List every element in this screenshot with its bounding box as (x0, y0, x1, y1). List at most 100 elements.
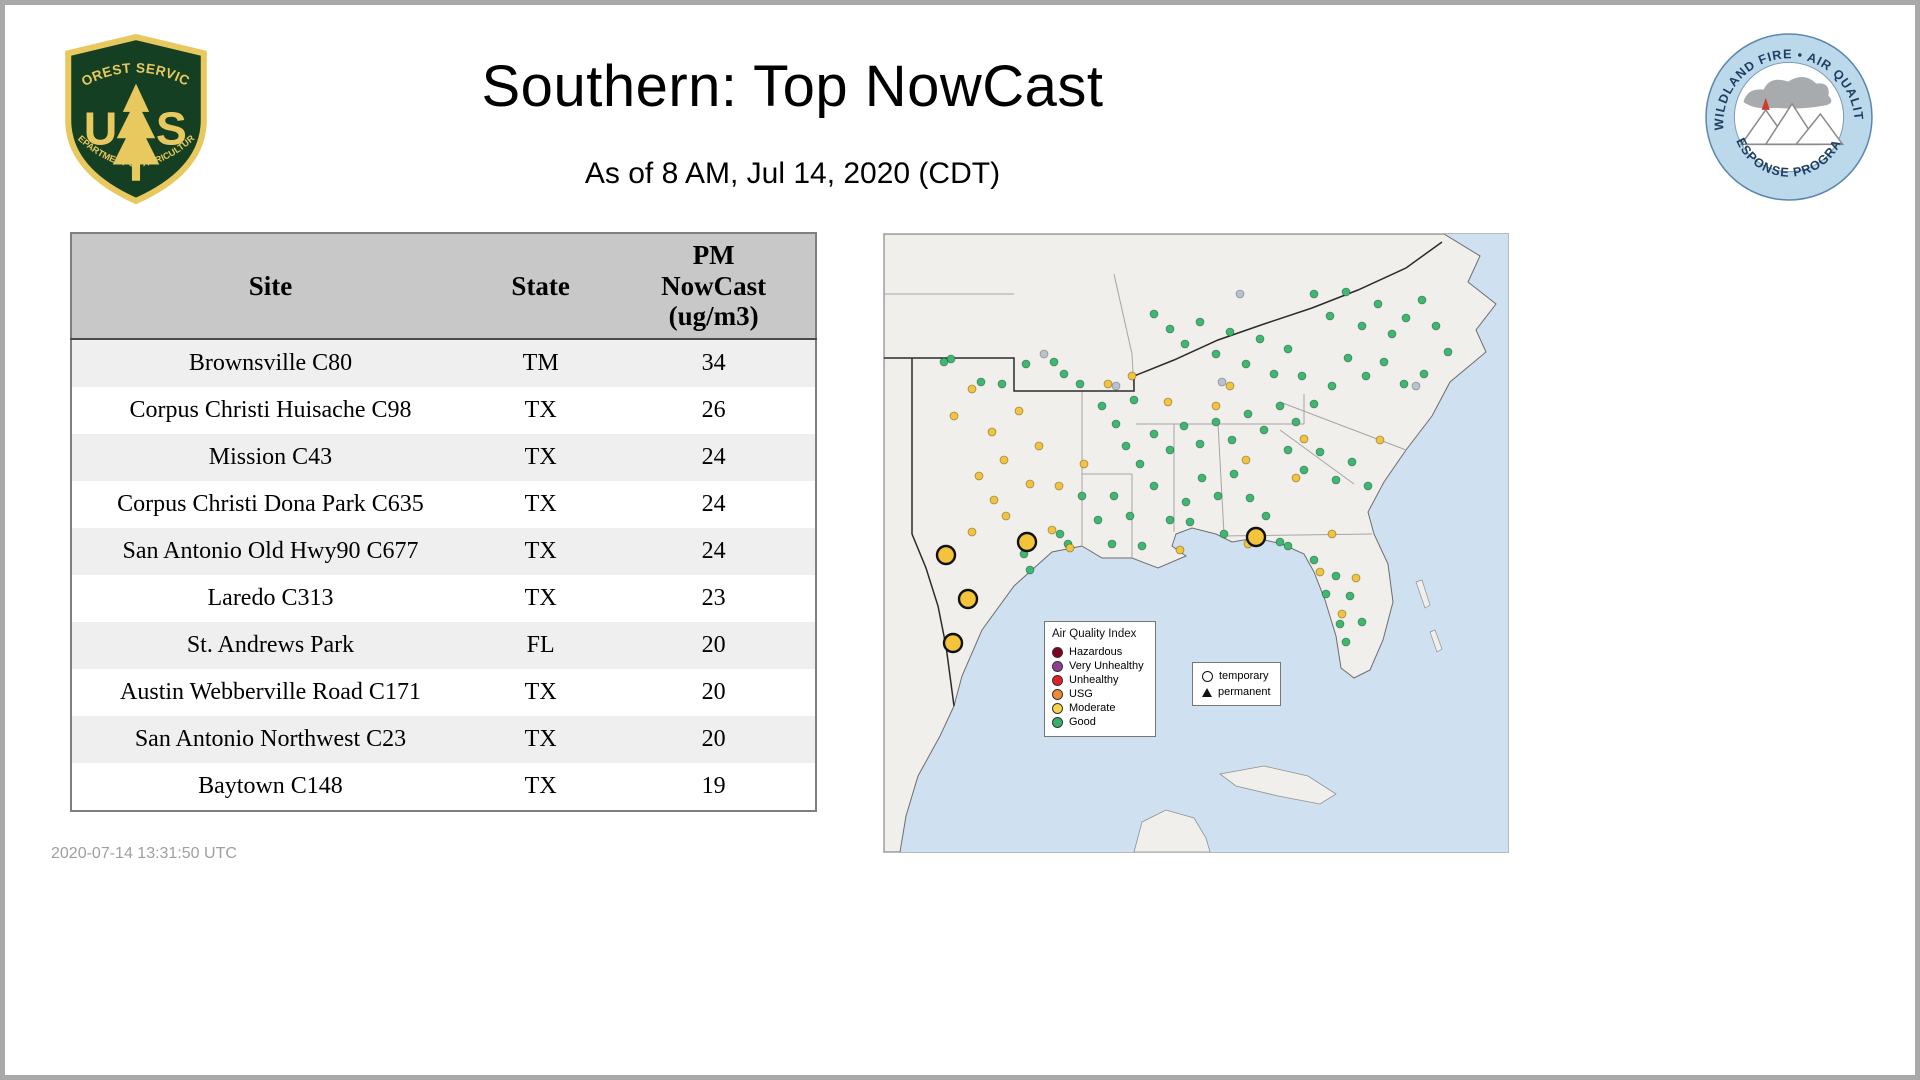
aqi-label: Hazardous (1069, 646, 1123, 658)
value-cell: 26 (701, 397, 726, 423)
monitor-dot-good (1335, 619, 1345, 629)
monitor-dot-moderate (967, 527, 977, 537)
monitor-dot-good (1363, 481, 1373, 491)
table-row: Brownsville C80 TM 34 (71, 339, 816, 387)
monitor-dot-good (1111, 419, 1121, 429)
monitor-dot-nodata (1411, 381, 1421, 391)
air-quality-map: Air Quality Index Hazardous Very Unhealth… (883, 233, 1509, 853)
monitor-dot-good (1149, 481, 1159, 491)
monitor-dot-moderate (1014, 406, 1024, 416)
aqi-legend-item: Unhealthy (1052, 673, 1148, 687)
state-cell: TX (524, 585, 557, 611)
aqi-label: Unhealthy (1069, 674, 1119, 686)
monitor-dot-good (1213, 491, 1223, 501)
monitor-dot-good (1347, 457, 1357, 467)
state-cell: TX (524, 773, 557, 799)
state-cell: TX (524, 397, 557, 423)
monitor-dot-good (1049, 357, 1059, 367)
aqi-label: Moderate (1069, 702, 1116, 714)
monitor-dot-nodata (1217, 377, 1227, 387)
monitor-dot-moderate (1337, 609, 1347, 619)
monitor-dot-good (1149, 309, 1159, 319)
monitor-dot-good (1225, 327, 1235, 337)
monitor-dot-good (1179, 421, 1189, 431)
monitor-dot-good (1379, 357, 1389, 367)
monitor-dot-good (1055, 529, 1065, 539)
monitor-dot-good (1419, 369, 1429, 379)
site-cell: Corpus Christi Huisache C98 (129, 397, 412, 423)
temporary-monitor-dot (942, 632, 964, 654)
table-row: Corpus Christi Dona Park C635 TX 24 (71, 481, 816, 528)
monitor-dot-moderate (1351, 573, 1361, 583)
aqi-legend: Air Quality Index Hazardous Very Unhealth… (1044, 621, 1156, 737)
monitor-dot-good (1195, 439, 1205, 449)
monitor-dot-moderate (1211, 401, 1221, 411)
usfs-monogram-s: S (156, 102, 187, 154)
monitor-dot-good (1255, 334, 1265, 344)
aqi-legend-item: Moderate (1052, 701, 1148, 715)
nowcast-table-container: Site State PM NowCast (ug/m3) Brownsvill… (70, 232, 817, 812)
monitor-dot-good (1181, 497, 1191, 507)
monitor-dot-good (976, 377, 986, 387)
monitor-dot-moderate (1079, 459, 1089, 469)
table-row: Baytown C148 TX 19 (71, 763, 816, 811)
usfs-logo: FOREST SERVICE U S DEPARTMENT OF AGRICUL… (55, 21, 212, 205)
monitor-dot-good (1097, 401, 1107, 411)
monitor-dot-good (1325, 311, 1335, 321)
value-cell: 24 (701, 491, 726, 517)
monitor-dot-moderate (1034, 441, 1044, 451)
monitor-dot-good (1149, 429, 1159, 439)
monitor-dot-good (1227, 435, 1237, 445)
monitor-dot-moderate (1291, 473, 1301, 483)
site-cell: Austin Webberville Road C171 (120, 679, 421, 705)
yucatan-land (1133, 809, 1211, 852)
monitor-dot-good (1165, 515, 1175, 525)
generated-timestamp: 2020-07-14 13:31:50 UTC (51, 845, 237, 862)
table-row: San Antonio Old Hwy90 C677 TX 24 (71, 528, 816, 575)
monitor-dot-nodata (1039, 349, 1049, 359)
monitor-dot-moderate (1065, 543, 1075, 553)
monitor-dot-moderate (1025, 479, 1035, 489)
temporary-legend-row: temporary (1202, 668, 1271, 684)
monitor-dot-good (1291, 417, 1301, 427)
fire-icon (1761, 97, 1770, 110)
monitor-dot-good (1331, 475, 1341, 485)
monitor-dot-moderate (1127, 371, 1137, 381)
monitor-dot-good (1229, 469, 1239, 479)
state-cell: TX (524, 679, 557, 705)
permanent-legend-row: permanent (1202, 684, 1271, 700)
state-cell: TX (524, 538, 557, 564)
site-cell: Brownsville C80 (188, 350, 353, 376)
monitor-dot-good (1343, 353, 1353, 363)
monitor-dot-moderate (989, 495, 999, 505)
aqi-swatch (1052, 702, 1063, 714)
monitor-dot-good (1197, 473, 1207, 483)
monitor-dot-nodata (1111, 381, 1121, 391)
table-row: San Antonio Northwest C23 TX 20 (71, 716, 816, 763)
value-cell: 19 (701, 773, 726, 799)
monitor-dot-good (1309, 555, 1319, 565)
aq-map-svg (884, 234, 1508, 852)
value-cell: 24 (701, 538, 726, 564)
site-cell: Laredo C313 (207, 585, 334, 611)
region-boundary (884, 241, 1443, 707)
aqi-legend-item: Hazardous (1052, 645, 1148, 659)
monitor-dot-good (1243, 409, 1253, 419)
monitor-dot-good (1431, 321, 1441, 331)
value-cell: 34 (701, 350, 726, 376)
monitor-dot-good (1401, 313, 1411, 323)
monitor-dot-moderate (1175, 545, 1185, 555)
monitor-dot-good (1341, 637, 1351, 647)
monitor-dot-good (946, 354, 956, 364)
monitor-dot-good (1259, 425, 1269, 435)
temporary-monitor-icon (1202, 670, 1213, 682)
monitor-dot-good (1195, 317, 1205, 327)
usfs-monogram-u: U (84, 102, 118, 154)
monitor-dot-good (1129, 395, 1139, 405)
monitor-dot-good (1025, 565, 1035, 575)
site-cell: San Antonio Northwest C23 (134, 726, 407, 752)
monitor-dot-good (1241, 359, 1251, 369)
monitor-dot-good (1135, 459, 1145, 469)
site-cell: Mission C43 (208, 444, 333, 470)
